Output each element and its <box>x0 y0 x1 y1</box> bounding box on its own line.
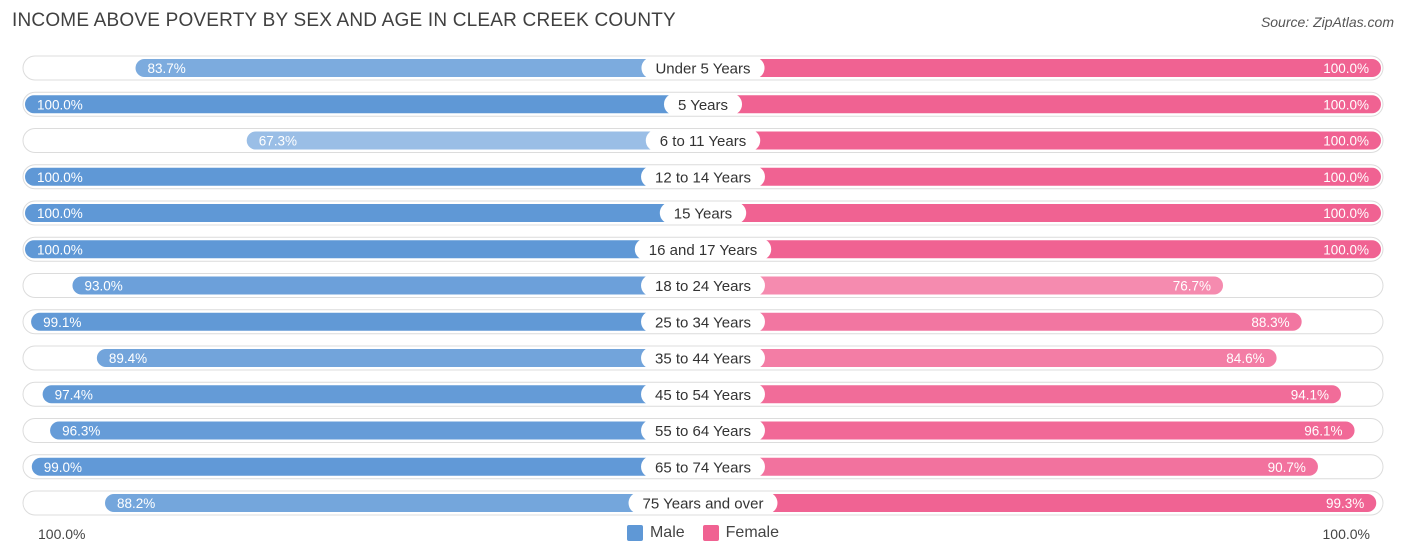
male-bar <box>105 494 703 512</box>
male-value-label: 100.0% <box>37 242 83 257</box>
category-pill <box>634 238 772 261</box>
legend-item-male: Male <box>626 524 685 542</box>
female-bar <box>703 204 1381 222</box>
female-bar <box>703 276 1224 295</box>
male-bar <box>31 457 703 476</box>
female-value-label: 99.3% <box>1326 496 1364 511</box>
male-value-label: 96.3% <box>62 424 100 439</box>
male-value-label: 93.0% <box>84 279 122 294</box>
male-bar <box>25 167 703 186</box>
category-label: Under 5 Years <box>655 61 750 78</box>
axis-label-left: 100.0% <box>38 526 86 542</box>
category-label: 5 Years <box>678 97 728 114</box>
male-bar <box>246 131 703 150</box>
category-pill <box>641 455 765 478</box>
female-value-label: 100.0% <box>1323 97 1369 112</box>
female-bar <box>703 312 1302 331</box>
male-bar <box>72 276 703 295</box>
female-value-label: 96.1% <box>1304 424 1342 439</box>
female-bar <box>703 131 1381 150</box>
female-bar <box>703 421 1355 440</box>
male-bar <box>42 385 704 404</box>
male-bar <box>50 421 703 440</box>
category-pill <box>641 347 765 369</box>
female-value-label: 100.0% <box>1323 61 1369 76</box>
male-value-label: 88.2% <box>117 496 155 511</box>
female-value-label: 84.6% <box>1226 351 1264 366</box>
male-bar <box>25 95 703 114</box>
male-value-label: 67.3% <box>259 134 297 149</box>
female-value-label: 90.7% <box>1268 460 1306 475</box>
legend-item-female: Female <box>702 524 780 542</box>
female-bar <box>703 167 1381 186</box>
category-label: 16 and 17 Years <box>649 242 757 259</box>
category-pill <box>663 93 743 116</box>
category-label: 15 Years <box>674 206 732 223</box>
category-label: 12 to 14 Years <box>655 169 751 186</box>
category-pill <box>641 165 765 188</box>
female-value-label: 100.0% <box>1323 242 1369 257</box>
male-value-label: 97.4% <box>55 387 93 402</box>
female-value-label: 88.3% <box>1251 315 1289 330</box>
male-bar <box>31 312 704 331</box>
legend: Male Female <box>0 524 1406 542</box>
category-label: 18 to 24 Years <box>655 278 751 295</box>
chart-title: INCOME ABOVE POVERTY BY SEX AND AGE IN C… <box>12 10 676 31</box>
category-label: 45 to 54 Years <box>655 387 751 404</box>
female-bar <box>703 240 1381 259</box>
male-bar <box>25 240 703 259</box>
source-note: Source: ZipAtlas.com <box>1260 14 1394 30</box>
category-label: 35 to 44 Years <box>655 351 751 368</box>
category-pill <box>628 492 778 514</box>
male-value-label: 89.4% <box>109 351 147 366</box>
category-pill <box>641 310 765 333</box>
category-pill <box>641 419 765 442</box>
female-value-label: 100.0% <box>1323 134 1369 149</box>
category-pill <box>641 383 765 406</box>
male-value-label: 99.0% <box>44 460 82 475</box>
legend-label-male: Male <box>649 524 685 541</box>
category-pill <box>659 202 747 224</box>
male-bar <box>25 204 703 222</box>
male-value-label: 99.1% <box>43 315 81 330</box>
category-label: 75 Years and over <box>643 496 764 513</box>
female-bar <box>703 385 1341 404</box>
legend-label-female: Female <box>725 524 780 541</box>
legend-swatch-female <box>702 525 719 541</box>
category-label: 55 to 64 Years <box>655 423 751 440</box>
category-label: 65 to 74 Years <box>655 459 751 476</box>
female-value-label: 100.0% <box>1323 206 1369 221</box>
female-bar <box>703 494 1377 512</box>
axis-label-right: 100.0% <box>1322 526 1370 542</box>
female-bar <box>703 349 1277 367</box>
female-bar <box>703 457 1318 476</box>
female-value-label: 94.1% <box>1291 387 1329 402</box>
male-value-label: 100.0% <box>37 170 83 185</box>
category-pill <box>641 274 765 297</box>
male-value-label: 83.7% <box>148 61 186 76</box>
male-bar <box>96 349 704 367</box>
category-pill <box>645 129 761 152</box>
category-label: 6 to 11 Years <box>660 133 746 150</box>
category-pill <box>641 57 765 79</box>
male-value-label: 100.0% <box>37 97 83 112</box>
legend-swatch-male <box>626 525 643 541</box>
female-bar <box>703 59 1381 77</box>
category-label: 25 to 34 Years <box>655 314 751 331</box>
female-value-label: 76.7% <box>1173 279 1211 294</box>
female-value-label: 100.0% <box>1323 170 1369 185</box>
female-bar <box>703 95 1381 114</box>
male-value-label: 100.0% <box>37 206 83 221</box>
male-bar <box>135 59 703 77</box>
